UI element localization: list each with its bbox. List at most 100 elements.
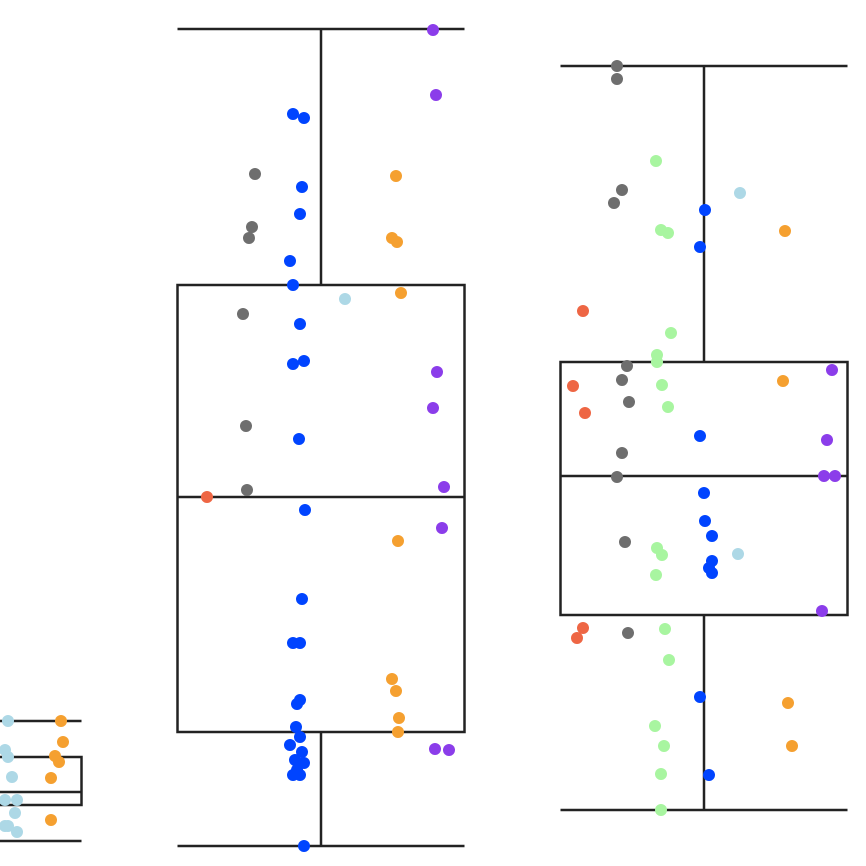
point [390, 170, 402, 182]
point [694, 430, 706, 442]
point [779, 225, 791, 237]
point [699, 204, 711, 216]
point [698, 487, 710, 499]
point [240, 420, 252, 432]
point [777, 375, 789, 387]
point [651, 356, 663, 368]
point [826, 364, 838, 376]
box [559, 360, 849, 617]
box [176, 283, 466, 734]
point [294, 318, 306, 330]
point [339, 293, 351, 305]
point [298, 355, 310, 367]
point [45, 772, 57, 784]
point [616, 447, 628, 459]
point [284, 739, 296, 751]
point [786, 740, 798, 752]
point [665, 327, 677, 339]
point [287, 769, 299, 781]
point [287, 358, 299, 370]
point [298, 112, 310, 124]
point [706, 530, 718, 542]
point [816, 605, 828, 617]
point [650, 155, 662, 167]
point [821, 434, 833, 446]
point [818, 470, 830, 482]
point [0, 820, 11, 832]
point [621, 360, 633, 372]
point [650, 569, 662, 581]
point [392, 535, 404, 547]
point [619, 536, 631, 548]
point [9, 807, 21, 819]
point [294, 208, 306, 220]
point [732, 548, 744, 560]
point [237, 308, 249, 320]
point [694, 691, 706, 703]
point [296, 746, 308, 758]
point [438, 481, 450, 493]
point [616, 374, 628, 386]
point [662, 227, 674, 239]
point [655, 768, 667, 780]
point [659, 623, 671, 635]
point [391, 236, 403, 248]
point [246, 221, 258, 233]
point [706, 567, 718, 579]
point [571, 632, 583, 644]
point [829, 470, 841, 482]
point [287, 108, 299, 120]
point [243, 232, 255, 244]
point [699, 515, 711, 527]
point [11, 794, 23, 806]
point [427, 24, 439, 36]
point [294, 731, 306, 743]
point [611, 471, 623, 483]
point [656, 379, 668, 391]
point [284, 255, 296, 267]
point [656, 549, 668, 561]
point [293, 433, 305, 445]
point [655, 804, 667, 816]
point [608, 197, 620, 209]
point [296, 593, 308, 605]
point [616, 184, 628, 196]
point [436, 522, 448, 534]
point [201, 491, 213, 503]
point [622, 627, 634, 639]
point [662, 401, 674, 413]
point [577, 305, 589, 317]
point [658, 740, 670, 752]
point [395, 287, 407, 299]
point [427, 402, 439, 414]
point [249, 168, 261, 180]
point [290, 721, 302, 733]
point [393, 712, 405, 724]
point [649, 720, 661, 732]
point [45, 814, 57, 826]
point [294, 637, 306, 649]
point [55, 715, 67, 727]
point [0, 794, 11, 806]
point [386, 673, 398, 685]
point [734, 187, 746, 199]
point [2, 751, 14, 763]
point [430, 89, 442, 101]
point [287, 279, 299, 291]
point [6, 771, 18, 783]
point [782, 697, 794, 709]
point [579, 407, 591, 419]
point [296, 181, 308, 193]
point [241, 484, 253, 496]
point [567, 380, 579, 392]
box [0, 755, 83, 807]
point [392, 726, 404, 738]
point [390, 685, 402, 697]
point [291, 698, 303, 710]
point [577, 622, 589, 634]
point [694, 241, 706, 253]
point [57, 736, 69, 748]
point [623, 396, 635, 408]
